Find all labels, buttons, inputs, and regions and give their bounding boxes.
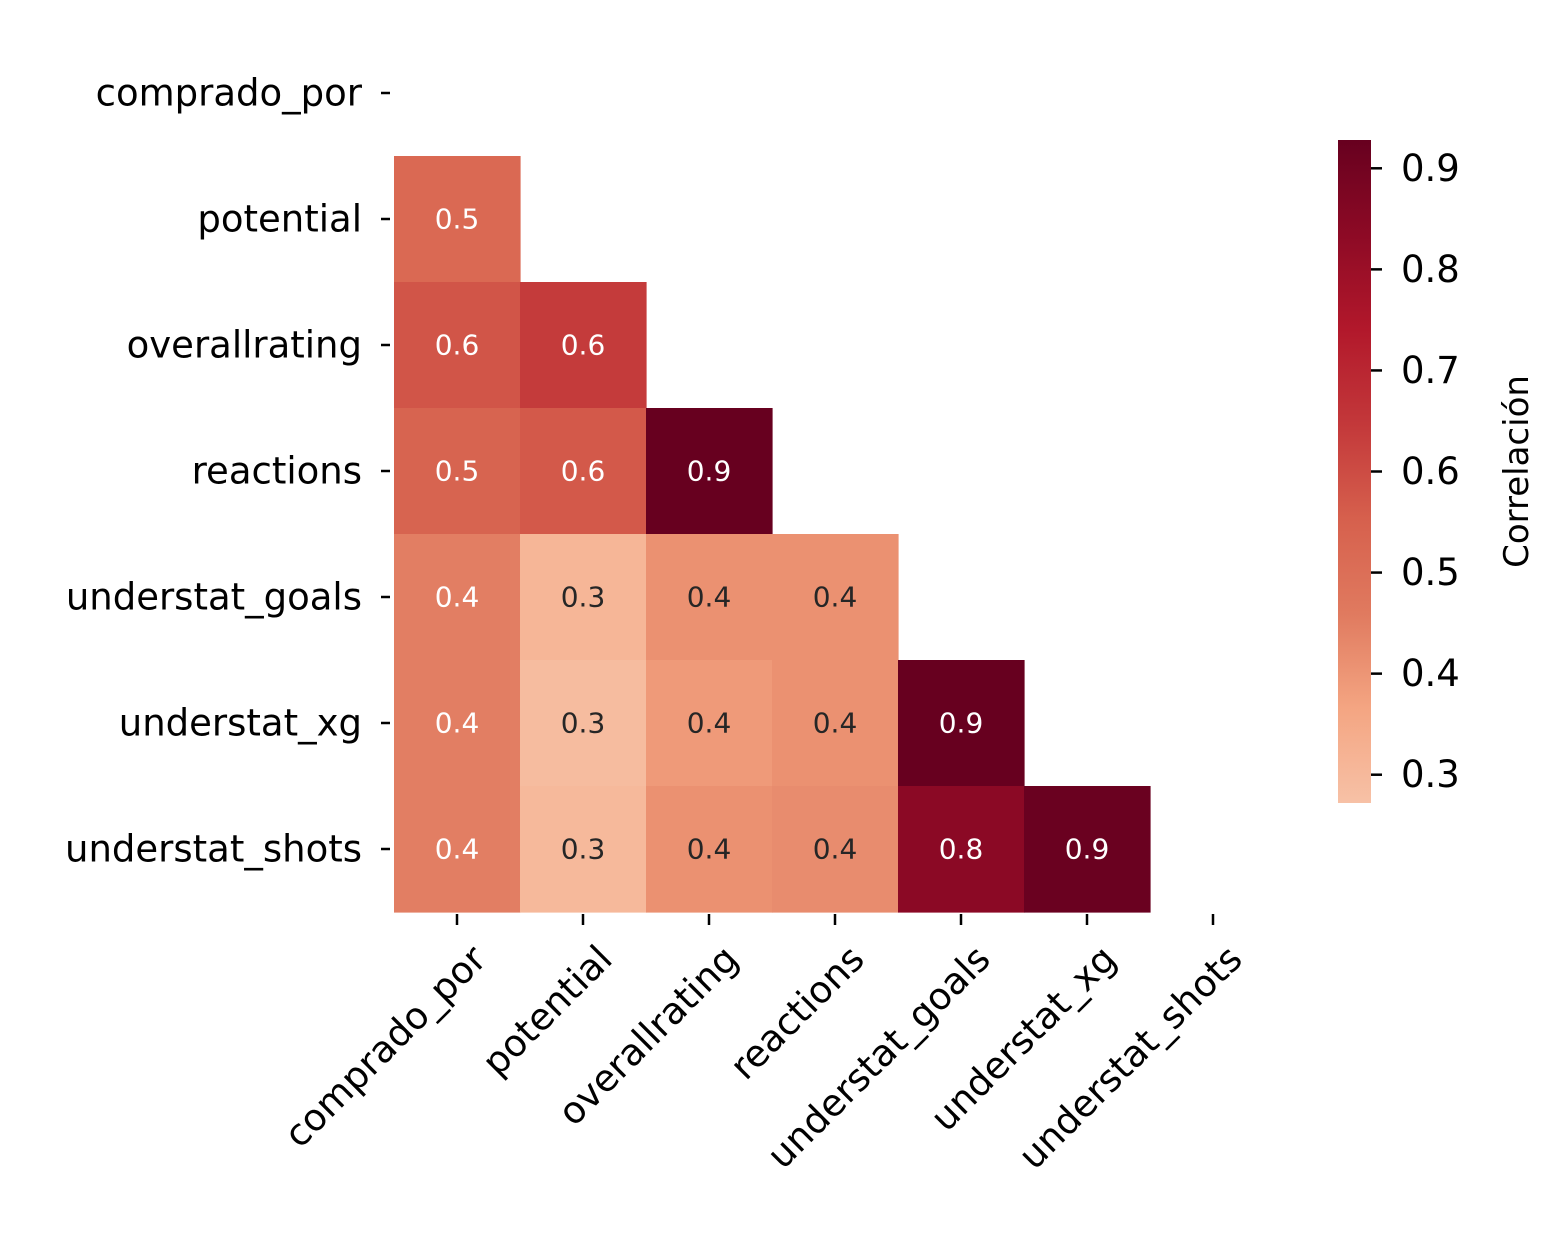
heatmap-cell [772, 534, 899, 661]
cell-value-label: 0.3 [561, 707, 606, 740]
heatmap-cell [520, 786, 647, 913]
cell-value-label: 0.5 [435, 455, 480, 488]
cell-value-label: 0.4 [687, 833, 732, 866]
colorbar: 0.3 0.4 0.5 0.6 0.7 0.8 0.9 Correlación [1338, 140, 1537, 803]
cell-value-label: 0.4 [435, 707, 480, 740]
cell-value-label: 0.4 [813, 833, 858, 866]
x-tick-label: comprado_por [276, 937, 495, 1156]
heatmap-cell [646, 534, 773, 661]
colorbar-tick-label: 0.9 [1401, 147, 1460, 190]
heatmap-cell [520, 534, 647, 661]
cell-value-label: 0.8 [939, 833, 984, 866]
colorbar-tick-label: 0.7 [1401, 349, 1460, 392]
heatmap-cell [394, 786, 521, 913]
y-tick-label: understat_goals [66, 576, 362, 619]
colorbar-tick-label: 0.6 [1401, 450, 1460, 493]
heatmap-cell [646, 408, 773, 535]
heatmap-cell-labels: 0.5 0.6 0.6 0.5 0.6 0.9 0.4 0.3 0.4 0.4 0.4 0.3 0.4 0… [435, 203, 1110, 866]
heatmap-cell [394, 156, 521, 283]
x-tick-label: understat_goals [759, 937, 999, 1177]
cell-value-label: 0.5 [435, 203, 480, 236]
cell-value-label: 0.4 [435, 833, 480, 866]
colorbar-tick-label: 0.8 [1401, 248, 1460, 291]
cell-value-label: 0.9 [939, 707, 984, 740]
cell-value-label: 0.4 [687, 581, 732, 614]
cell-value-label: 0.4 [687, 707, 732, 740]
y-tick-label: comprado_por [96, 72, 363, 115]
heatmap-cell [772, 660, 899, 787]
y-tick-label: potential [197, 198, 362, 241]
heatmap-cell [772, 786, 899, 913]
x-axis: comprado_porpotentialoverallratingreacti… [276, 914, 1251, 1178]
colorbar-gradient [1338, 140, 1371, 803]
colorbar-tick-label: 0.3 [1401, 753, 1460, 796]
heatmap-cell [394, 660, 521, 787]
y-axis: comprado_por potential overallrating reacti… [65, 72, 390, 871]
y-tick-label: reactions [192, 450, 362, 493]
y-tick-label: understat_xg [119, 702, 362, 745]
colorbar-tick-label: 0.4 [1401, 652, 1460, 695]
heatmap-cell [646, 660, 773, 787]
heatmap-cell [1024, 786, 1151, 913]
cell-value-label: 0.4 [813, 707, 858, 740]
x-tick-label: understat_shots [1010, 937, 1250, 1177]
cell-value-label: 0.9 [687, 455, 732, 488]
heatmap-cell [520, 282, 647, 409]
colorbar-label: Correlación [1497, 375, 1537, 568]
cell-value-label: 0.4 [435, 581, 480, 614]
heatmap-cell [646, 786, 773, 913]
heatmap-cell [520, 408, 647, 535]
heatmap-cell [394, 408, 521, 535]
heatmap-cells [394, 156, 1151, 913]
heatmap-cell [394, 534, 521, 661]
colorbar-ticks: 0.3 0.4 0.5 0.6 0.7 0.8 0.9 [1371, 147, 1460, 796]
heatmap-cell [898, 786, 1025, 913]
colorbar-tick-label: 0.5 [1401, 551, 1460, 594]
cell-value-label: 0.9 [1065, 833, 1110, 866]
heatmap-cell [394, 282, 521, 409]
y-tick-label: overallrating [127, 324, 362, 367]
heatmap-cell [898, 660, 1025, 787]
cell-value-label: 0.6 [561, 329, 606, 362]
y-tick-label: understat_shots [65, 828, 362, 871]
cell-value-label: 0.3 [561, 581, 606, 614]
cell-value-label: 0.3 [561, 833, 606, 866]
heatmap-cell [520, 660, 647, 787]
cell-value-label: 0.4 [813, 581, 858, 614]
cell-value-label: 0.6 [561, 455, 606, 488]
cell-value-label: 0.6 [435, 329, 480, 362]
